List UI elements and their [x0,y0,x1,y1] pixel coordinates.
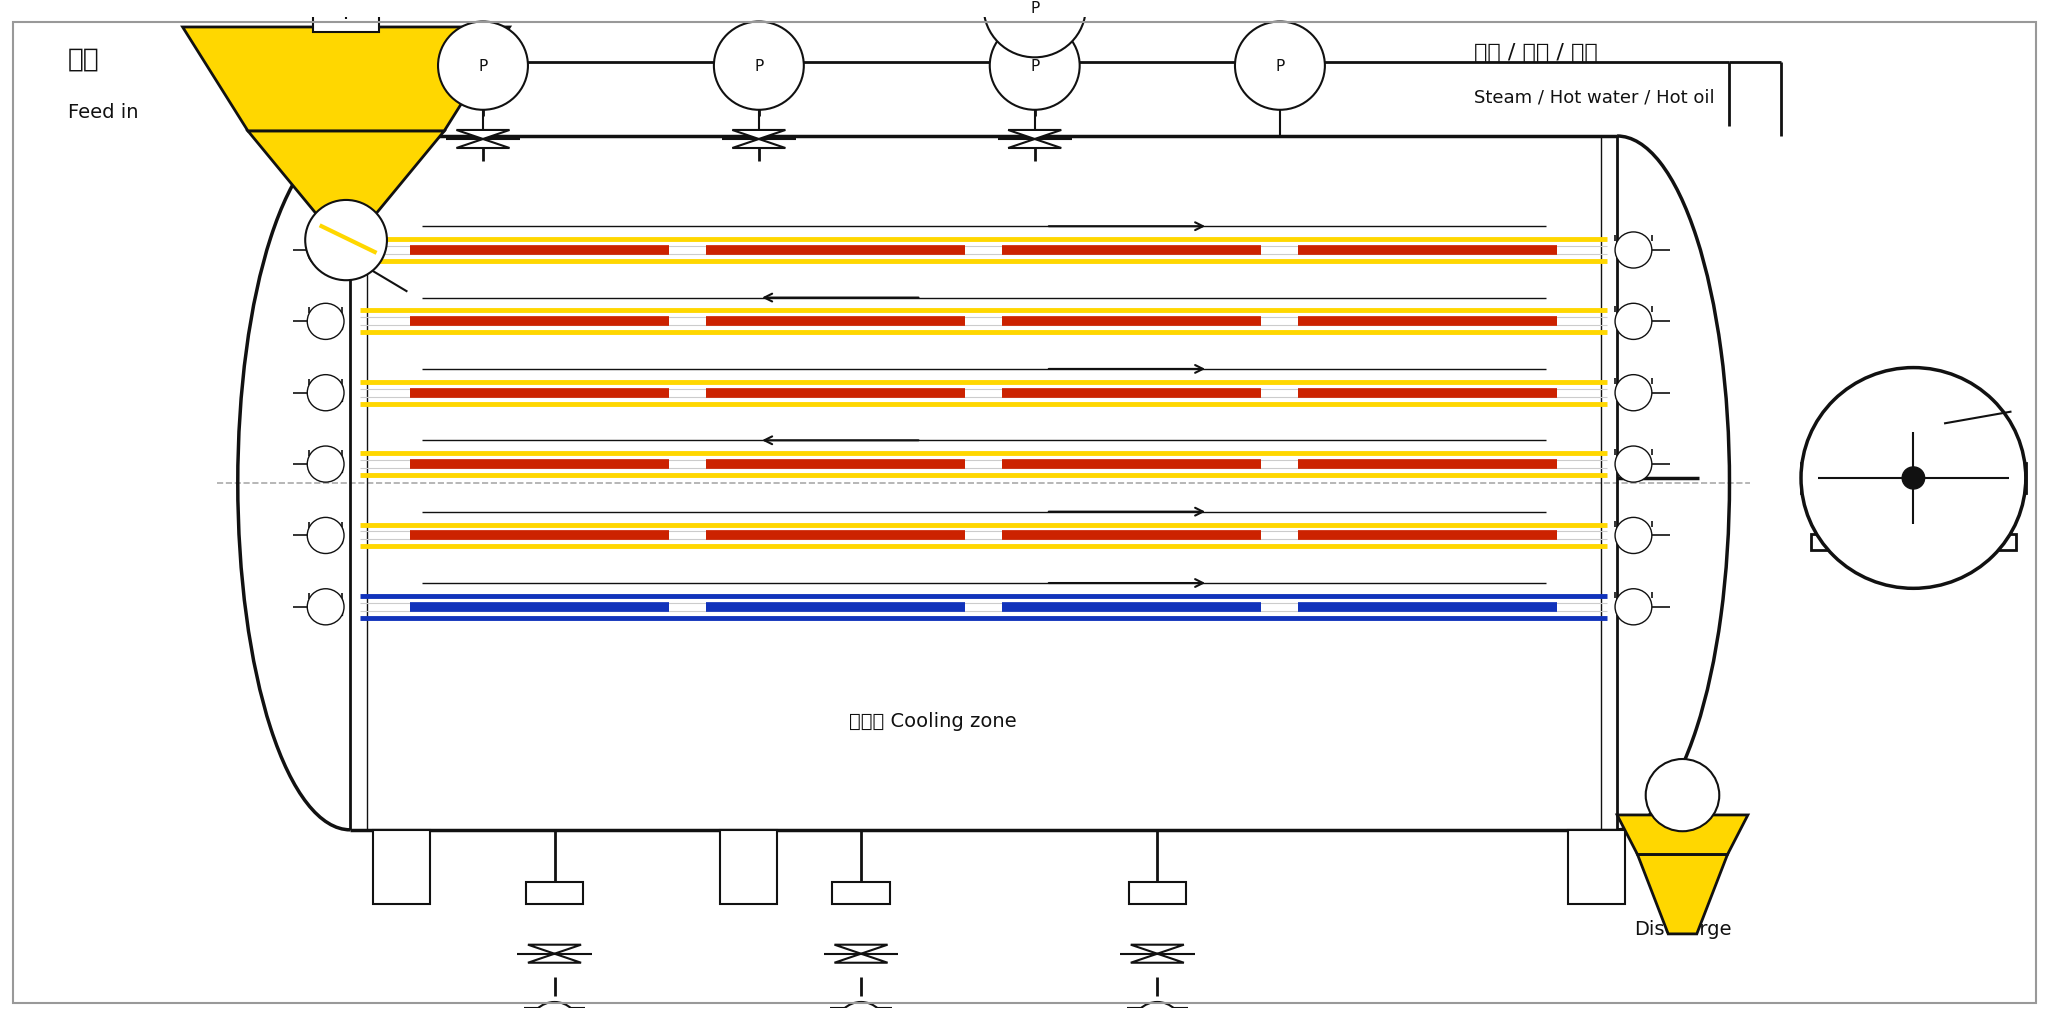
Text: P: P [1274,59,1285,74]
Ellipse shape [1645,759,1719,831]
Polygon shape [1008,130,1061,140]
Bar [832,883,889,904]
Ellipse shape [307,304,344,340]
Polygon shape [1008,140,1061,149]
Text: 蕊汽 / 热水 / 热油: 蕊汽 / 热水 / 热油 [1473,42,1598,63]
Ellipse shape [836,1002,885,1011]
Bar [1129,883,1186,904]
Ellipse shape [531,1002,580,1011]
Ellipse shape [307,375,344,411]
Bar [1567,830,1625,904]
Ellipse shape [984,0,1086,59]
Text: P: P [477,59,488,74]
Ellipse shape [1236,22,1326,110]
Polygon shape [1131,953,1184,962]
Text: P: P [1031,59,1039,74]
Ellipse shape [1615,375,1651,411]
Ellipse shape [438,22,529,110]
Text: P: P [754,59,764,74]
Bar [309,600,342,615]
Ellipse shape [307,589,344,625]
Bar [373,830,430,904]
Bar [309,314,342,330]
Polygon shape [529,944,582,953]
Text: P: P [1031,1,1039,15]
Polygon shape [1617,815,1748,854]
Bar [309,385,342,401]
Polygon shape [731,130,785,140]
Ellipse shape [1133,1002,1182,1011]
Polygon shape [457,140,510,149]
Ellipse shape [307,447,344,482]
Text: 冷却区 Cooling zone: 冷却区 Cooling zone [848,711,1016,730]
Ellipse shape [1615,447,1651,482]
Bar [309,457,342,472]
Ellipse shape [1615,589,1651,625]
Bar [1811,535,2016,551]
Text: Steam / Hot water / Hot oil: Steam / Hot water / Hot oil [1473,88,1715,106]
Text: 出料: 出料 [1666,864,1699,891]
Ellipse shape [305,201,387,281]
Polygon shape [182,28,510,131]
Polygon shape [457,130,510,140]
Polygon shape [731,140,785,149]
Text: Discharge: Discharge [1633,919,1731,938]
Ellipse shape [307,518,344,554]
Text: Feed in: Feed in [68,103,139,122]
Polygon shape [529,953,582,962]
Ellipse shape [1901,467,1924,489]
Polygon shape [1131,944,1184,953]
Ellipse shape [1615,304,1651,340]
Ellipse shape [1615,518,1651,554]
Polygon shape [248,131,445,216]
Text: 进料: 进料 [68,47,100,73]
Ellipse shape [713,22,803,110]
Bar [1801,464,2026,493]
Ellipse shape [1615,233,1651,269]
Bar [309,243,342,259]
Ellipse shape [990,22,1080,110]
Bar [313,11,379,33]
Polygon shape [1637,854,1727,934]
Bar [309,528,342,544]
Polygon shape [834,944,887,953]
Ellipse shape [307,233,344,269]
Bar [527,883,584,904]
Polygon shape [834,953,887,962]
Bar [719,830,777,904]
Ellipse shape [1801,368,2026,588]
